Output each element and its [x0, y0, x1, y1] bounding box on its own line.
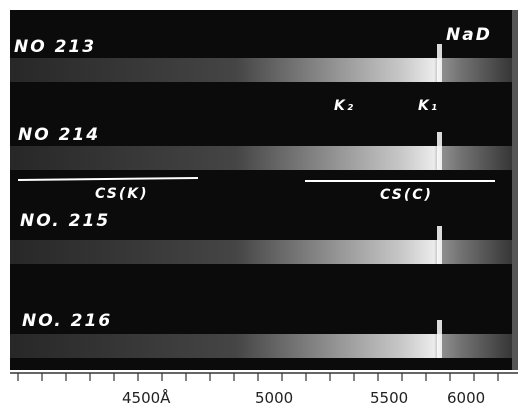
- scale-label: 6000: [447, 389, 485, 407]
- scale-label: 5000: [255, 389, 293, 407]
- spectrum-band: [10, 240, 512, 264]
- scale-label: 4500Å: [122, 388, 171, 407]
- nad-label: NaD: [446, 25, 492, 45]
- na-line: [437, 132, 442, 170]
- spectrum-label: NO 214: [18, 125, 100, 145]
- region-line: [17, 177, 199, 181]
- na-line: [437, 320, 442, 358]
- k2-label: K₂: [334, 98, 355, 114]
- region-label: CS(C): [380, 187, 433, 203]
- spectrum-label: NO 213: [14, 37, 96, 57]
- region-label: CS(K): [95, 186, 149, 202]
- scale-ticks: [17, 373, 499, 381]
- scale-label: 5500: [370, 389, 408, 407]
- na-line: [437, 226, 442, 264]
- spectra: [10, 44, 512, 358]
- spectrum-band: [10, 334, 512, 358]
- plate-edge: [512, 10, 518, 370]
- spectrum-band: [10, 58, 512, 82]
- k1-label: K₁: [418, 98, 439, 114]
- na-line: [437, 44, 442, 82]
- spectrum-band: [10, 146, 512, 170]
- spectrum-label: NO. 215: [20, 211, 110, 231]
- spectrum-label: NO. 216: [22, 311, 112, 331]
